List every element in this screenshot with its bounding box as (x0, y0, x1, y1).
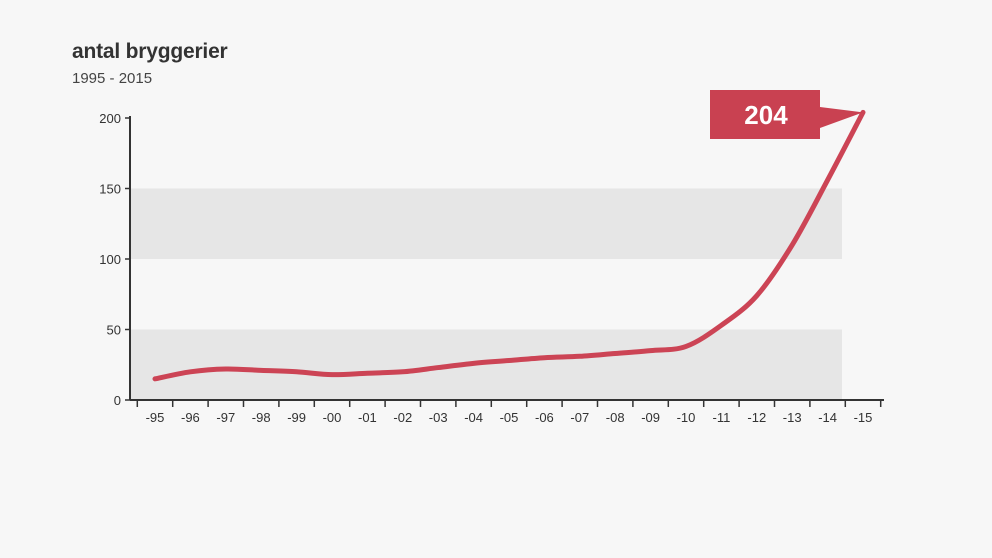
callout-label: 204 (744, 100, 788, 130)
x-tick-label: -15 (854, 410, 873, 425)
x-tick-label: -97 (216, 410, 235, 425)
x-tick-label: -99 (287, 410, 306, 425)
chart-title: antal bryggerier (72, 40, 228, 63)
grid-bands (130, 188, 842, 400)
grid-band (130, 188, 842, 259)
x-tick-label: -09 (641, 410, 660, 425)
x-tick-label: -98 (252, 410, 271, 425)
x-tick-label: -08 (606, 410, 625, 425)
series-line (152, 109, 866, 382)
x-tick-label: -95 (146, 410, 165, 425)
x-tick-label: -01 (358, 410, 377, 425)
x-axis-ticks: -95 -96 -97 -98 -99 -00 -01 -02 -03 -04 -05 -06 -07 -… (136, 400, 882, 425)
y-tick-label: 200 (99, 111, 121, 126)
value-callout: 204 (710, 90, 863, 139)
x-tick-label: -12 (747, 410, 766, 425)
x-tick-label: -11 (712, 410, 730, 425)
x-tick-label: -04 (464, 410, 483, 425)
callout-shape (710, 90, 863, 139)
y-tick-label: 0 (114, 393, 121, 408)
x-tick-label: -14 (818, 410, 837, 425)
x-tick-label: -13 (783, 410, 802, 425)
x-tick-label: -05 (500, 410, 519, 425)
x-tick-label: -06 (535, 410, 554, 425)
y-tick-label: 100 (99, 252, 121, 267)
x-tick-label: -07 (570, 410, 589, 425)
x-tick-label: -03 (429, 410, 448, 425)
y-tick-label: 150 (99, 182, 121, 197)
x-tick-label: -02 (393, 410, 412, 425)
x-tick-label: -96 (181, 410, 200, 425)
x-tick-label: -10 (677, 410, 696, 425)
x-tick-label: -00 (323, 410, 342, 425)
y-tick-label: 50 (107, 323, 121, 338)
chart-subtitle: 1995 - 2015 (72, 70, 153, 87)
y-axis-ticks: 0 50 100 150 200 (99, 111, 130, 408)
